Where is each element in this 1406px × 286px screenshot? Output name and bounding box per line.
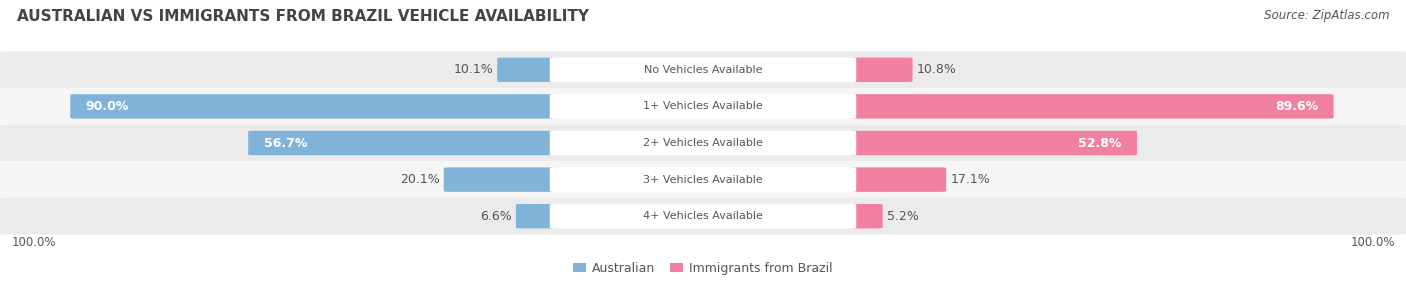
Text: 10.1%: 10.1% <box>453 63 494 76</box>
Text: 56.7%: 56.7% <box>264 136 307 150</box>
Text: 52.8%: 52.8% <box>1078 136 1122 150</box>
FancyBboxPatch shape <box>0 51 1406 88</box>
Text: 89.6%: 89.6% <box>1275 100 1317 113</box>
FancyBboxPatch shape <box>498 57 560 82</box>
FancyBboxPatch shape <box>249 131 560 155</box>
FancyBboxPatch shape <box>444 167 560 192</box>
FancyBboxPatch shape <box>846 131 1137 155</box>
Text: 3+ Vehicles Available: 3+ Vehicles Available <box>643 175 763 184</box>
Text: 17.1%: 17.1% <box>950 173 990 186</box>
Text: 100.0%: 100.0% <box>11 236 56 249</box>
FancyBboxPatch shape <box>846 204 883 229</box>
Text: 90.0%: 90.0% <box>86 100 129 113</box>
FancyBboxPatch shape <box>516 204 560 229</box>
Text: AUSTRALIAN VS IMMIGRANTS FROM BRAZIL VEHICLE AVAILABILITY: AUSTRALIAN VS IMMIGRANTS FROM BRAZIL VEH… <box>17 9 589 23</box>
FancyBboxPatch shape <box>550 57 856 82</box>
Text: 2+ Vehicles Available: 2+ Vehicles Available <box>643 138 763 148</box>
Text: 20.1%: 20.1% <box>399 173 440 186</box>
Text: No Vehicles Available: No Vehicles Available <box>644 65 762 75</box>
FancyBboxPatch shape <box>0 161 1406 198</box>
FancyBboxPatch shape <box>846 167 946 192</box>
FancyBboxPatch shape <box>550 204 856 229</box>
FancyBboxPatch shape <box>0 125 1406 161</box>
FancyBboxPatch shape <box>0 88 1406 125</box>
FancyBboxPatch shape <box>0 198 1406 235</box>
Text: 4+ Vehicles Available: 4+ Vehicles Available <box>643 211 763 221</box>
FancyBboxPatch shape <box>846 57 912 82</box>
FancyBboxPatch shape <box>550 167 856 192</box>
FancyBboxPatch shape <box>846 94 1333 119</box>
Text: Source: ZipAtlas.com: Source: ZipAtlas.com <box>1264 9 1389 21</box>
Text: 1+ Vehicles Available: 1+ Vehicles Available <box>643 102 763 111</box>
FancyBboxPatch shape <box>550 94 856 119</box>
FancyBboxPatch shape <box>550 130 856 156</box>
Text: 10.8%: 10.8% <box>917 63 956 76</box>
Text: 100.0%: 100.0% <box>1350 236 1395 249</box>
Text: 5.2%: 5.2% <box>887 210 918 223</box>
Text: 6.6%: 6.6% <box>479 210 512 223</box>
FancyBboxPatch shape <box>70 94 560 119</box>
Legend: Australian, Immigrants from Brazil: Australian, Immigrants from Brazil <box>568 257 838 280</box>
